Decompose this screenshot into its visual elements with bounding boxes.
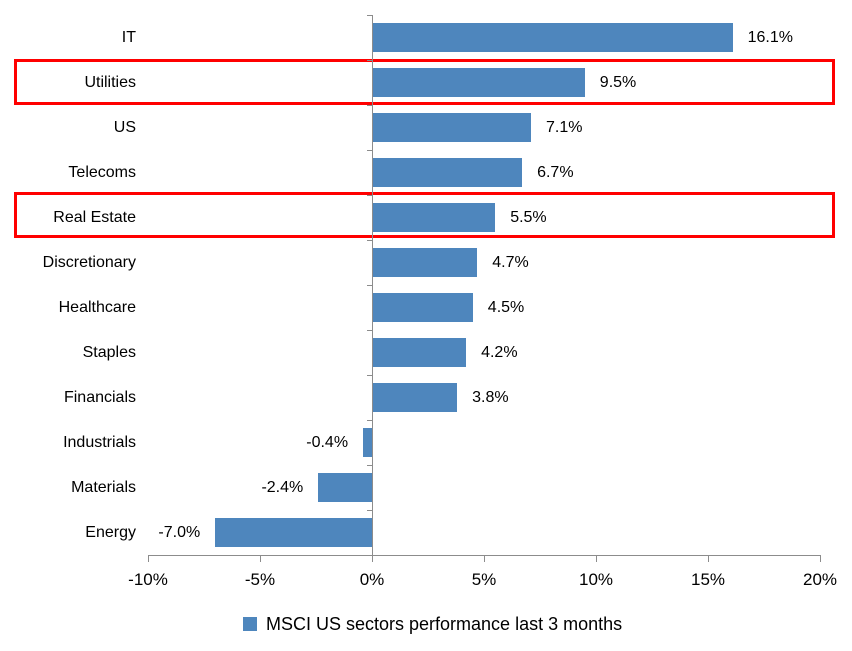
- legend-marker-icon: [243, 617, 257, 631]
- category-tick: [367, 150, 372, 151]
- value-tick-label-0: -10%: [128, 570, 168, 589]
- category-tick: [367, 105, 372, 106]
- bar-energy: [215, 518, 372, 547]
- value-label-it: 16.1%: [747, 29, 793, 46]
- category-label-real-estate: Real Estate: [53, 209, 136, 226]
- value-label-discretionary: 4.7%: [492, 254, 529, 271]
- bar-materials: [318, 473, 372, 502]
- value-label-telecoms: 6.7%: [537, 164, 574, 181]
- value-tick: [708, 555, 709, 562]
- category-tick: [367, 285, 372, 286]
- value-tick-label-6: 20%: [802, 570, 838, 589]
- value-label-utilities: 9.5%: [599, 74, 637, 91]
- highlight-box-real-estate: [14, 192, 835, 238]
- value-tick: [820, 555, 821, 562]
- legend: MSCI US sectors performance last 3 month…: [243, 610, 622, 638]
- category-label-telecoms: Telecoms: [68, 164, 136, 181]
- bar-real-estate: [372, 203, 496, 232]
- category-label-utilities: Utilities: [84, 74, 136, 91]
- value-label-financials: 3.8%: [472, 389, 509, 406]
- highlight-box-utilities: [14, 59, 835, 105]
- category-label-healthcare: Healthcare: [58, 299, 136, 316]
- category-label-financials: Financials: [63, 389, 136, 406]
- category-tick: [367, 375, 372, 376]
- category-label-us: US: [113, 119, 136, 136]
- value-label-industrials: -0.4%: [306, 434, 349, 451]
- bar-staples: [372, 338, 467, 367]
- category-tick: [367, 465, 372, 466]
- category-label-industrials: Industrials: [63, 434, 136, 451]
- value-tick-label-1: -5%: [244, 570, 276, 589]
- category-label-discretionary: Discretionary: [42, 254, 136, 271]
- value-tick: [596, 555, 597, 562]
- value-tick: [260, 555, 261, 562]
- category-tick: [367, 330, 372, 331]
- bar-telecoms: [372, 158, 523, 187]
- bar-industrials: [363, 428, 372, 457]
- category-axis-line: [372, 15, 373, 555]
- value-label-us: 7.1%: [546, 119, 583, 136]
- value-tick-label-2: 0%: [359, 570, 385, 589]
- category-tick: [367, 195, 372, 196]
- bar-financials: [372, 383, 458, 412]
- category-label-energy: Energy: [85, 524, 136, 541]
- value-tick: [148, 555, 149, 562]
- bar-healthcare: [372, 293, 473, 322]
- bar-utilities: [372, 68, 585, 97]
- legend-label: MSCI US sectors performance last 3 month…: [266, 613, 623, 634]
- value-tick-label-4: 10%: [578, 570, 614, 589]
- value-label-staples: 4.2%: [481, 344, 518, 361]
- category-tick: [367, 510, 372, 511]
- category-tick: [367, 60, 372, 61]
- category-label-it: IT: [121, 29, 136, 46]
- value-label-energy: -7.0%: [158, 524, 201, 541]
- value-tick: [484, 555, 485, 562]
- value-label-healthcare: 4.5%: [487, 299, 525, 316]
- category-tick: [367, 240, 372, 241]
- bar-it: [372, 23, 733, 52]
- bar-discretionary: [372, 248, 478, 277]
- category-tick: [367, 420, 372, 421]
- category-tick: [367, 15, 372, 16]
- value-label-materials: -2.4%: [261, 479, 304, 496]
- value-tick-label-3: 5%: [471, 570, 497, 589]
- category-label-staples: Staples: [82, 344, 136, 361]
- value-label-real-estate: 5.5%: [510, 209, 547, 226]
- value-tick-label-5: 15%: [690, 570, 726, 589]
- bar-us: [372, 113, 532, 142]
- value-tick: [372, 555, 373, 562]
- category-label-materials: Materials: [71, 479, 136, 496]
